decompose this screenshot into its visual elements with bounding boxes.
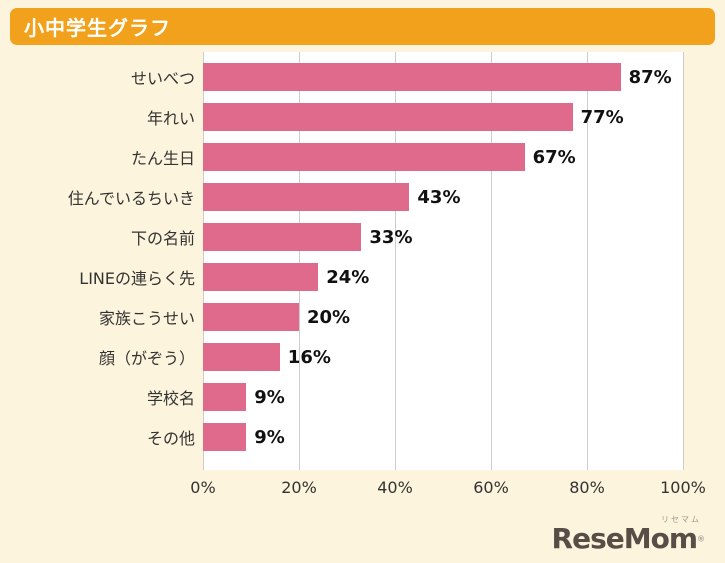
bar-row: 顔（がぞう） 16% — [10, 337, 715, 377]
bar-value-label: 33% — [369, 226, 413, 248]
bar-row: 下の名前 33% — [10, 217, 715, 257]
bar-row: 学校名 9% — [10, 377, 715, 417]
x-axis: 0% 20% 40% 60% 80% 100% — [190, 478, 706, 506]
bar — [203, 103, 573, 131]
category-label: 年れい — [146, 109, 195, 128]
bar — [203, 63, 621, 91]
category-label: 顔（がぞう） — [98, 349, 195, 368]
x-axis-tick-label: 100% — [660, 478, 706, 497]
grid-line — [491, 52, 492, 470]
bar-track: 20% — [203, 297, 683, 337]
bar — [203, 223, 362, 251]
bar-value-label: 77% — [580, 106, 624, 128]
bar-row: 年れい 77% — [10, 97, 715, 137]
bar-value-label: 9% — [254, 426, 285, 448]
bar — [203, 143, 525, 171]
bar — [203, 383, 247, 411]
bar — [203, 423, 247, 451]
x-axis-tick-label: 40% — [377, 478, 413, 497]
bar-value-label: 20% — [307, 306, 351, 328]
page-title: 小中学生グラフ — [24, 16, 171, 40]
grid-line — [395, 52, 396, 470]
bar-track: 9% — [203, 377, 683, 417]
bar-row: その他 9% — [10, 417, 715, 457]
logo-ruby-text: リセマム — [661, 515, 701, 524]
bar — [203, 183, 410, 211]
bar-row: 住んでいるちいき 43% — [10, 177, 715, 217]
plot-area: せいべつ 87% 年れい 77% たん生日 67% 住んでいるちいき 43% 下の名前 33% LI… — [10, 52, 715, 470]
bar-track: 87% — [203, 57, 683, 97]
logo-registered-mark: ® — [697, 534, 705, 544]
bar-value-label: 24% — [326, 266, 370, 288]
x-axis-tick-label: 60% — [473, 478, 509, 497]
bar — [203, 263, 319, 291]
x-axis-tick-label: 0% — [190, 478, 216, 497]
category-label: たん生日 — [130, 149, 195, 168]
grid-line — [299, 52, 300, 470]
bar-value-label: 16% — [287, 346, 331, 368]
bar-value-label: 9% — [254, 386, 285, 408]
category-label: 家族こうせい — [98, 309, 195, 328]
bar-row: LINEの連らく先 24% — [10, 257, 715, 297]
bar — [203, 343, 280, 371]
x-axis-tick-label: 80% — [569, 478, 605, 497]
bar-value-label: 67% — [532, 146, 576, 168]
bar-track: 9% — [203, 417, 683, 457]
bar-rows: せいべつ 87% 年れい 77% たん生日 67% 住んでいるちいき 43% 下の名前 33% LI… — [10, 57, 715, 457]
category-label: 住んでいるちいき — [67, 189, 195, 208]
bar-track: 67% — [203, 137, 683, 177]
grid-line — [683, 52, 684, 470]
category-label: LINEの連らく先 — [79, 269, 195, 288]
bar-row: せいべつ 87% — [10, 57, 715, 97]
bar-value-label: 43% — [417, 186, 461, 208]
x-axis-tick-label: 20% — [281, 478, 317, 497]
bar-track: 16% — [203, 337, 683, 377]
grid-line — [587, 52, 588, 470]
bar-track: 33% — [203, 217, 683, 257]
bar-row: たん生日 67% — [10, 137, 715, 177]
bar-row: 家族こうせい 20% — [10, 297, 715, 337]
grid-line — [203, 52, 204, 470]
category-label: 下の名前 — [130, 229, 195, 248]
logo-text: ReseMom — [551, 522, 698, 555]
bar — [203, 303, 299, 331]
category-label: その他 — [146, 429, 195, 448]
resemom-logo: リセマム ReseMom® — [552, 516, 705, 553]
bar-track: 77% — [203, 97, 683, 137]
category-label: せいべつ — [130, 69, 195, 88]
bar-track: 43% — [203, 177, 683, 217]
bar-chart: せいべつ 87% 年れい 77% たん生日 67% 住んでいるちいき 43% 下の名前 33% LI… — [10, 52, 715, 506]
bar-track: 24% — [203, 257, 683, 297]
bar-value-label: 87% — [628, 66, 672, 88]
category-label: 学校名 — [146, 389, 195, 408]
chart-header: 小中学生グラフ — [10, 8, 715, 45]
